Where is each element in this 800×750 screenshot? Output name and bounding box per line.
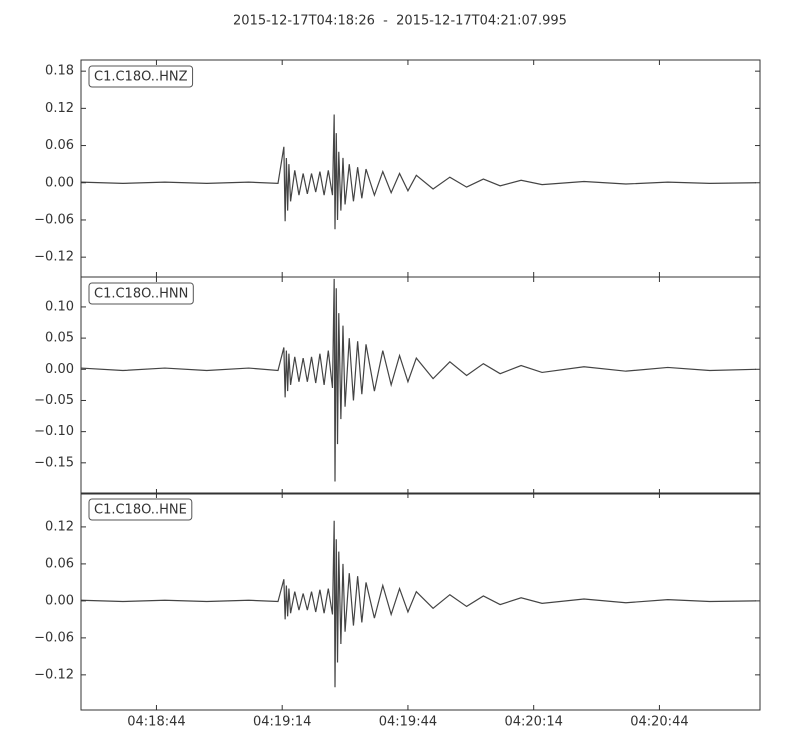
chart-title: 2015-12-17T04:18:26 - 2015-12-17T04:21:0… bbox=[233, 14, 567, 29]
y-tick-label: 0.00 bbox=[45, 175, 74, 190]
x-tick-label: 04:18:44 bbox=[127, 715, 185, 730]
legend-label: C1.C18O..HNE bbox=[94, 503, 187, 518]
y-tick-label: 0.18 bbox=[45, 64, 74, 79]
y-tick-label: 0.00 bbox=[45, 362, 74, 377]
y-tick-label: 0.12 bbox=[45, 101, 74, 116]
waveform bbox=[80, 278, 756, 482]
axes-frame bbox=[80, 276, 761, 495]
legend-label: C1.C18O..HNZ bbox=[94, 70, 188, 85]
x-tick-label: 04:19:44 bbox=[379, 715, 437, 730]
legend-box bbox=[88, 498, 193, 521]
y-tick-label: −0.12 bbox=[34, 667, 74, 682]
y-tick-label: −0.05 bbox=[34, 393, 74, 408]
axes-frame bbox=[80, 492, 761, 711]
y-tick-label: 0.00 bbox=[45, 593, 74, 608]
y-tick-label: 0.06 bbox=[45, 556, 74, 571]
waveform bbox=[80, 520, 756, 688]
legend-box bbox=[88, 65, 194, 88]
y-tick-label: −0.10 bbox=[34, 424, 74, 439]
legend-box bbox=[88, 282, 194, 305]
x-tick-label: 04:19:14 bbox=[253, 715, 311, 730]
y-tick-label: 0.12 bbox=[45, 519, 74, 534]
y-tick-label: 0.06 bbox=[45, 138, 74, 153]
x-tick-label: 04:20:14 bbox=[504, 715, 562, 730]
y-tick-label: −0.15 bbox=[34, 455, 74, 470]
waveform bbox=[80, 114, 756, 230]
y-tick-label: 0.10 bbox=[45, 299, 74, 314]
y-tick-label: −0.06 bbox=[34, 212, 74, 227]
y-tick-label: 0.05 bbox=[45, 331, 74, 346]
legend-label: C1.C18O..HNN bbox=[94, 287, 188, 302]
y-tick-label: −0.06 bbox=[34, 630, 74, 645]
y-tick-label: −0.12 bbox=[34, 250, 74, 265]
x-tick-label: 04:20:44 bbox=[630, 715, 688, 730]
